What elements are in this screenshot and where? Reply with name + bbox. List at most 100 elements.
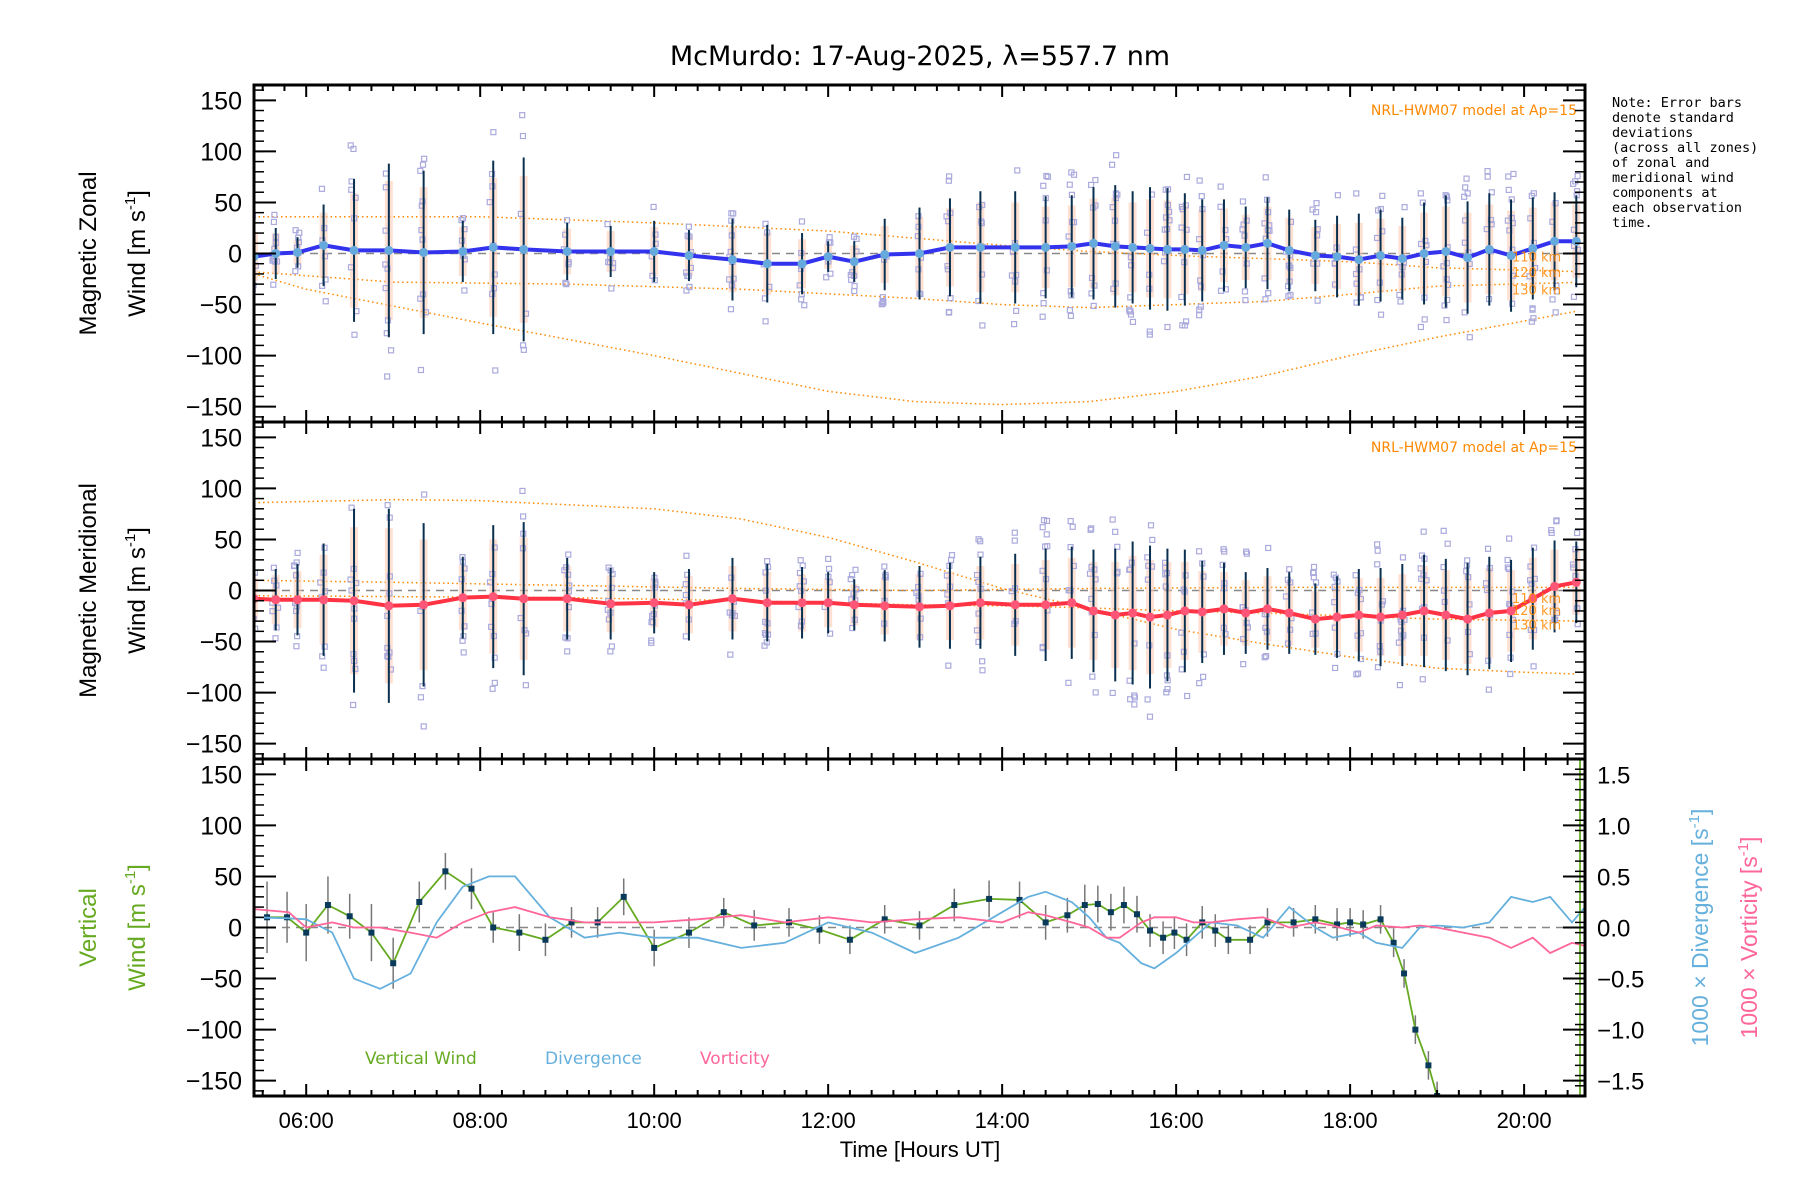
zone-sample (1092, 176, 1099, 184)
zone-sample (1144, 696, 1151, 703)
zone-sample (1197, 283, 1205, 290)
zone-sample (1441, 598, 1448, 606)
zone-sample (1198, 193, 1205, 200)
zone-sample (1182, 202, 1189, 209)
zone-sample (1069, 523, 1076, 530)
zone-sample (1112, 528, 1119, 535)
model-label: NRL-HWM07 model at Ap=15 (1371, 440, 1577, 456)
zone-sample (1284, 640, 1292, 647)
vertical-wind-point (516, 929, 523, 936)
plot-area-vertical (254, 759, 1585, 1096)
vertical-wind-point (1160, 934, 1167, 941)
zone-sample (1239, 198, 1247, 205)
zone-sample (685, 223, 692, 230)
mean-wind-point (1284, 608, 1294, 618)
zone-sample (1530, 544, 1538, 551)
zone-sample (270, 281, 277, 288)
zone-sample (1109, 516, 1116, 523)
x-tick-label: 20:00 (1497, 1108, 1552, 1133)
zone-sample (1461, 309, 1468, 316)
mean-wind-point (292, 247, 302, 257)
zone-sample (851, 287, 858, 295)
zone-sample (1352, 572, 1359, 579)
zone-sample (1553, 288, 1560, 295)
zone-sample (1088, 274, 1096, 282)
zone-sample (881, 563, 888, 570)
mean-wind-point (1571, 236, 1581, 246)
zone-sample (1265, 290, 1272, 297)
zone-sample (1183, 318, 1190, 325)
left-tick-label: 100 (200, 138, 242, 166)
zone-sample (1010, 321, 1018, 328)
zone-sample (348, 186, 355, 193)
mean-wind-point (727, 255, 737, 265)
mean-wind-point (975, 598, 985, 608)
zone-sample (1334, 192, 1341, 199)
zone-sample (488, 170, 496, 178)
zone-sample (520, 513, 527, 520)
zone-sample (1444, 296, 1451, 304)
mean-wind-point (1528, 243, 1538, 253)
mean-wind-point (606, 599, 616, 609)
left-tick-label: −100 (186, 343, 242, 371)
y-axis-label-line1: Magnetic Meridional (75, 483, 102, 698)
vertical-wind-point (1377, 916, 1384, 923)
zone-sample (387, 347, 395, 354)
zone-sample (1242, 297, 1249, 304)
zone-sample (458, 216, 465, 224)
x-tick-label: 12:00 (801, 1108, 856, 1133)
mean-wind-point (488, 592, 498, 602)
zone-sample (1147, 522, 1155, 529)
zone-sample (1066, 181, 1073, 188)
mean-wind-point (945, 601, 955, 611)
mean-wind-point (1332, 252, 1342, 262)
mean-wind-point (458, 593, 468, 603)
mean-wind-point (384, 245, 394, 255)
mean-wind-point (1463, 614, 1473, 624)
mean-wind-point (797, 598, 807, 608)
zone-sample (1374, 664, 1382, 671)
zone-sample (1043, 267, 1050, 274)
vertical-wind-point (1016, 896, 1023, 903)
zone-sample (1044, 173, 1052, 180)
zone-sample (1401, 204, 1408, 211)
zone-sample (272, 635, 279, 642)
zone-sample (419, 683, 426, 690)
zone-sample (608, 584, 615, 591)
zone-sample (945, 177, 952, 184)
mean-wind-point (727, 594, 737, 604)
zone-sample (1313, 200, 1320, 207)
zone-sample (827, 270, 834, 277)
zone-sample (1417, 323, 1424, 331)
zone-sample (975, 536, 982, 543)
vertical-wind-point (1107, 909, 1114, 916)
zone-sample (979, 322, 986, 329)
mean-wind-point (797, 259, 807, 269)
mean-wind-point (1162, 610, 1172, 620)
zone-sample (1217, 203, 1224, 210)
mean-wind-point (562, 246, 572, 256)
zone-sample (978, 220, 985, 227)
vertical-wind-point (1094, 901, 1101, 908)
zone-sample (1179, 322, 1186, 329)
right-tick-label: 0.5 (1597, 864, 1630, 891)
mean-wind-point (1262, 238, 1272, 248)
zone-sample (880, 298, 887, 306)
zone-sample (420, 723, 427, 730)
x-tick-label: 10:00 (627, 1108, 682, 1133)
zone-sample (1180, 586, 1187, 593)
vertical-wind-point (303, 929, 310, 936)
zone-sample (1131, 701, 1138, 708)
zone-sample (1066, 307, 1073, 314)
zone-sample (1129, 318, 1137, 325)
zone-sample (1506, 535, 1513, 542)
zone-sample (564, 648, 571, 655)
zone-sample (1014, 167, 1021, 174)
mean-wind-point (271, 595, 281, 605)
zone-sample (519, 112, 526, 119)
zone-sample (1573, 188, 1581, 195)
zone-sample (1013, 307, 1020, 314)
left-tick-label: 150 (200, 87, 242, 115)
zone-sample (798, 218, 806, 225)
